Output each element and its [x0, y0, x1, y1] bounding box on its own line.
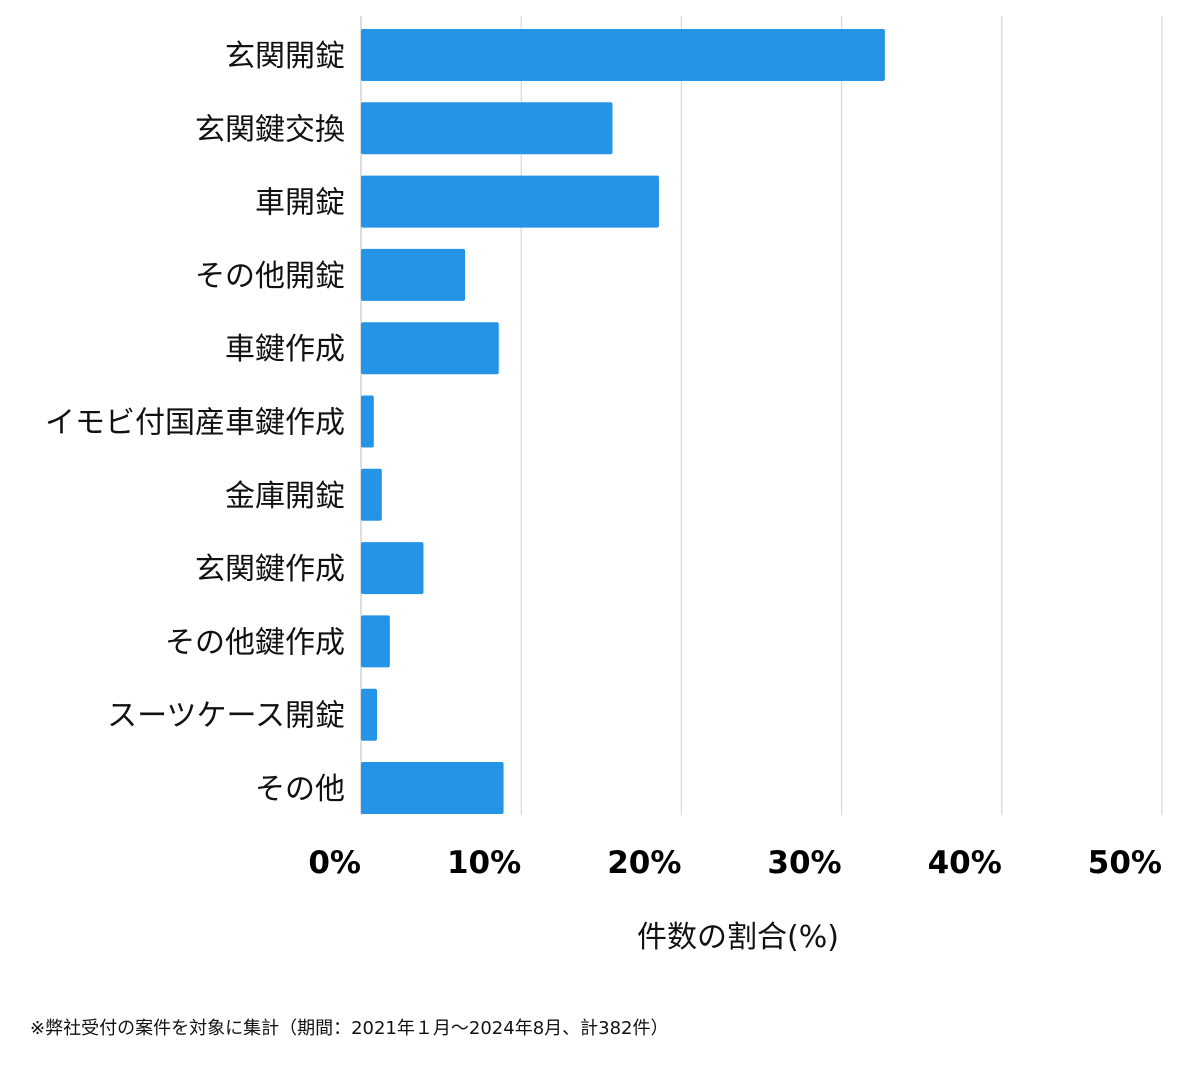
bar	[361, 395, 374, 448]
category-label: その他鍵作成	[165, 625, 345, 660]
x-tick-label: 30%	[767, 845, 841, 881]
category-label: 車鍵作成	[225, 332, 345, 367]
category-labels: 玄関開錠玄関鍵交換車開錠その他開錠車鍵作成イモビ付国産車鍵作成金庫開錠玄関鍵作成…	[45, 39, 345, 807]
bar	[361, 688, 378, 741]
footnote: ※弊社受付の案件を対象に集計（期間：2021年１月〜2024年8月、計382件）	[30, 1018, 669, 1039]
category-label: スーツケース開錠	[107, 699, 345, 734]
x-tick-labels: 0% 10% 20% 30% 40% 50%	[308, 845, 1162, 881]
x-tick-label: 20%	[607, 845, 681, 881]
bar	[361, 175, 659, 228]
category-label: イモビ付国産車鍵作成	[45, 406, 345, 441]
x-tick-label: 50%	[1088, 845, 1162, 881]
bar	[361, 762, 504, 814]
x-tick-label: 10%	[447, 845, 521, 881]
bar	[361, 542, 424, 595]
bars	[361, 29, 885, 814]
x-tick-label: 40%	[928, 845, 1002, 881]
category-label: 玄関開錠	[225, 39, 345, 74]
category-label: 金庫開錠	[225, 479, 345, 514]
bar	[361, 29, 885, 81]
bar	[361, 615, 390, 668]
x-tick-label: 0%	[308, 845, 361, 881]
bar	[361, 468, 382, 521]
category-label: その他開錠	[195, 259, 345, 294]
bar	[361, 102, 613, 155]
category-label: その他	[255, 772, 345, 807]
category-label: 玄関鍵交換	[195, 112, 345, 147]
bar-chart: 玄関開錠玄関鍵交換車開錠その他開錠車鍵作成イモビ付国産車鍵作成金庫開錠玄関鍵作成…	[45, 16, 1163, 955]
bar	[361, 248, 466, 301]
category-label: 車開錠	[255, 186, 345, 221]
x-axis-title: 件数の割合(%)	[637, 920, 839, 955]
category-label: 玄関鍵作成	[195, 552, 345, 587]
bar	[361, 322, 499, 375]
